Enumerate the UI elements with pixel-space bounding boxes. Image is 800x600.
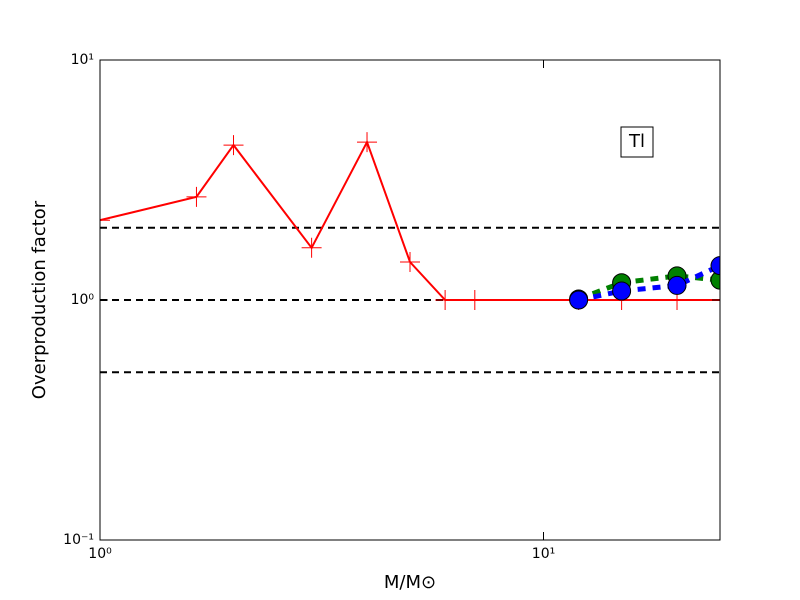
marker — [569, 290, 589, 310]
marker — [400, 251, 420, 272]
y-axis-label: Overproduction factor — [29, 200, 50, 399]
y-tick-label: 10⁰ — [71, 292, 95, 308]
marker — [710, 256, 720, 276]
x-tick-label: 10⁰ — [88, 546, 112, 562]
marker — [710, 270, 720, 290]
marker — [186, 186, 207, 207]
marker — [612, 281, 632, 301]
marker — [667, 275, 687, 295]
x-tick-label: 10¹ — [532, 546, 555, 562]
marker — [435, 290, 456, 310]
y-tick-label: 10⁻¹ — [63, 532, 94, 548]
x-axis-label: M/M⊙ — [384, 572, 436, 593]
marker — [100, 210, 110, 231]
marker — [464, 290, 485, 310]
marker — [357, 132, 378, 153]
marker — [301, 237, 322, 258]
plot-area — [100, 132, 720, 374]
annotation: Tl — [628, 131, 645, 152]
series-line — [578, 263, 720, 303]
y-tick-label: 10¹ — [71, 52, 94, 68]
marker — [223, 135, 244, 156]
annotation-box — [620, 126, 654, 158]
